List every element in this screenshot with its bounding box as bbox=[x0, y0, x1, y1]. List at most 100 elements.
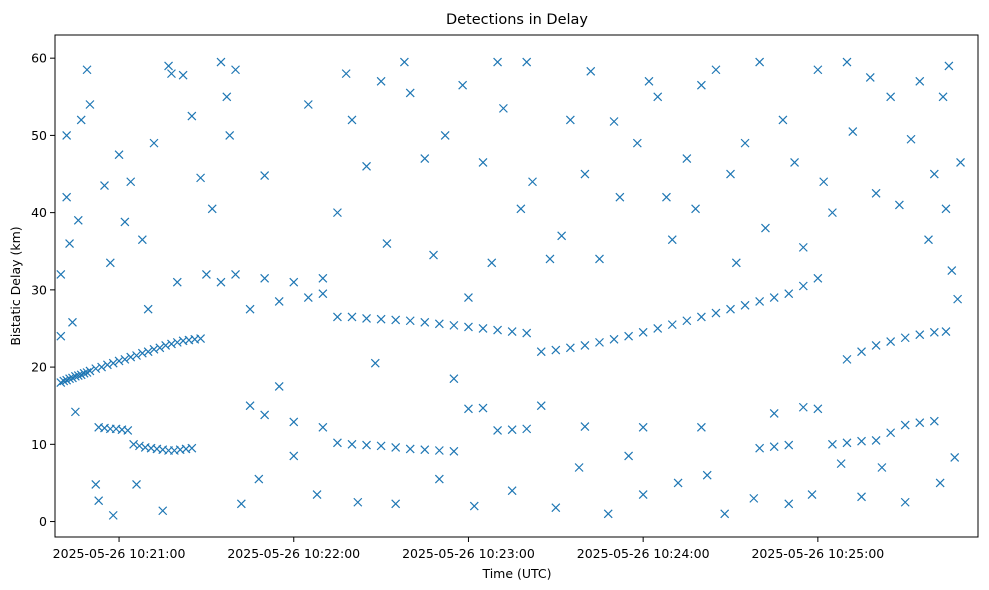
data-point bbox=[551, 503, 561, 513]
data-point bbox=[507, 425, 517, 435]
data-point bbox=[827, 208, 837, 218]
data-point bbox=[123, 425, 133, 435]
data-point bbox=[312, 490, 322, 499]
data-point bbox=[108, 358, 118, 368]
data-point bbox=[871, 341, 881, 350]
y-tick-label: 40 bbox=[31, 205, 47, 220]
data-point bbox=[449, 374, 459, 384]
data-point bbox=[449, 446, 459, 456]
data-point bbox=[91, 480, 101, 489]
data-point bbox=[522, 424, 532, 434]
x-tick-label: 2025-05-26 10:25:00 bbox=[751, 546, 884, 561]
data-point bbox=[449, 320, 459, 330]
data-point bbox=[222, 92, 232, 102]
data-point bbox=[667, 320, 677, 330]
data-point bbox=[429, 250, 438, 260]
data-point bbox=[225, 130, 235, 140]
data-point bbox=[120, 217, 130, 227]
data-point bbox=[216, 277, 226, 287]
data-point bbox=[726, 169, 735, 179]
data-point bbox=[624, 451, 634, 461]
data-point bbox=[132, 480, 141, 489]
data-point bbox=[464, 293, 473, 303]
data-point bbox=[807, 490, 817, 499]
data-point bbox=[65, 239, 74, 248]
data-point bbox=[507, 486, 517, 496]
data-point bbox=[260, 410, 270, 420]
data-point bbox=[857, 436, 866, 446]
data-point bbox=[318, 289, 328, 299]
data-point bbox=[399, 57, 409, 67]
data-point bbox=[73, 215, 83, 225]
data-point bbox=[216, 57, 226, 67]
data-point bbox=[941, 327, 951, 336]
data-point bbox=[143, 347, 153, 357]
data-point bbox=[102, 360, 112, 370]
data-point bbox=[289, 277, 299, 287]
data-point bbox=[624, 331, 634, 341]
data-point bbox=[318, 422, 328, 432]
data-point bbox=[62, 192, 72, 202]
data-point bbox=[761, 223, 770, 233]
data-point bbox=[391, 499, 401, 509]
data-point bbox=[769, 409, 779, 418]
data-point bbox=[609, 117, 619, 126]
data-point bbox=[458, 80, 468, 90]
data-point bbox=[915, 418, 925, 428]
data-point bbox=[478, 324, 488, 333]
data-point bbox=[68, 373, 77, 383]
data-point bbox=[836, 459, 846, 469]
data-point bbox=[70, 407, 80, 417]
data-point bbox=[673, 478, 683, 488]
data-point bbox=[653, 324, 663, 333]
data-point bbox=[886, 337, 896, 347]
data-point bbox=[260, 273, 270, 283]
data-point bbox=[536, 347, 546, 357]
data-point bbox=[405, 444, 415, 454]
data-point bbox=[769, 293, 779, 303]
data-point bbox=[391, 442, 401, 452]
data-point bbox=[682, 154, 692, 163]
data-point bbox=[236, 499, 246, 509]
data-point bbox=[848, 127, 858, 136]
data-point bbox=[711, 65, 721, 75]
data-point bbox=[341, 69, 351, 79]
data-point bbox=[871, 436, 881, 445]
data-point bbox=[953, 294, 963, 304]
data-point bbox=[114, 150, 124, 160]
data-point bbox=[603, 509, 613, 519]
data-point bbox=[580, 341, 590, 350]
data-point bbox=[857, 492, 866, 502]
data-point bbox=[726, 304, 735, 314]
data-point bbox=[62, 375, 72, 385]
y-axis: 0 10 20 30 40 50 60 bbox=[31, 51, 55, 529]
data-point bbox=[260, 171, 270, 180]
data-point bbox=[580, 422, 590, 431]
data-point bbox=[493, 325, 502, 335]
data-point bbox=[691, 204, 700, 214]
data-point bbox=[827, 439, 837, 449]
data-point bbox=[906, 134, 916, 144]
data-point bbox=[59, 376, 69, 386]
data-point bbox=[114, 356, 124, 366]
data-point bbox=[274, 381, 284, 391]
data-point bbox=[929, 169, 939, 179]
data-point bbox=[85, 100, 95, 109]
data-point bbox=[362, 314, 371, 323]
data-point bbox=[536, 401, 546, 411]
data-point bbox=[137, 235, 147, 245]
y-tick-label: 60 bbox=[31, 51, 47, 66]
data-point bbox=[405, 316, 415, 326]
data-point bbox=[929, 327, 939, 337]
axes-frame bbox=[54, 34, 979, 538]
data-point bbox=[79, 368, 89, 378]
data-point bbox=[70, 371, 80, 381]
data-point bbox=[196, 334, 206, 343]
data-point bbox=[370, 358, 380, 368]
chart-title: Detections in Delay bbox=[446, 12, 588, 28]
x-axis-label: Time (UTC) bbox=[481, 566, 551, 581]
data-point bbox=[720, 509, 730, 519]
data-point bbox=[522, 328, 532, 338]
data-point bbox=[900, 497, 910, 507]
